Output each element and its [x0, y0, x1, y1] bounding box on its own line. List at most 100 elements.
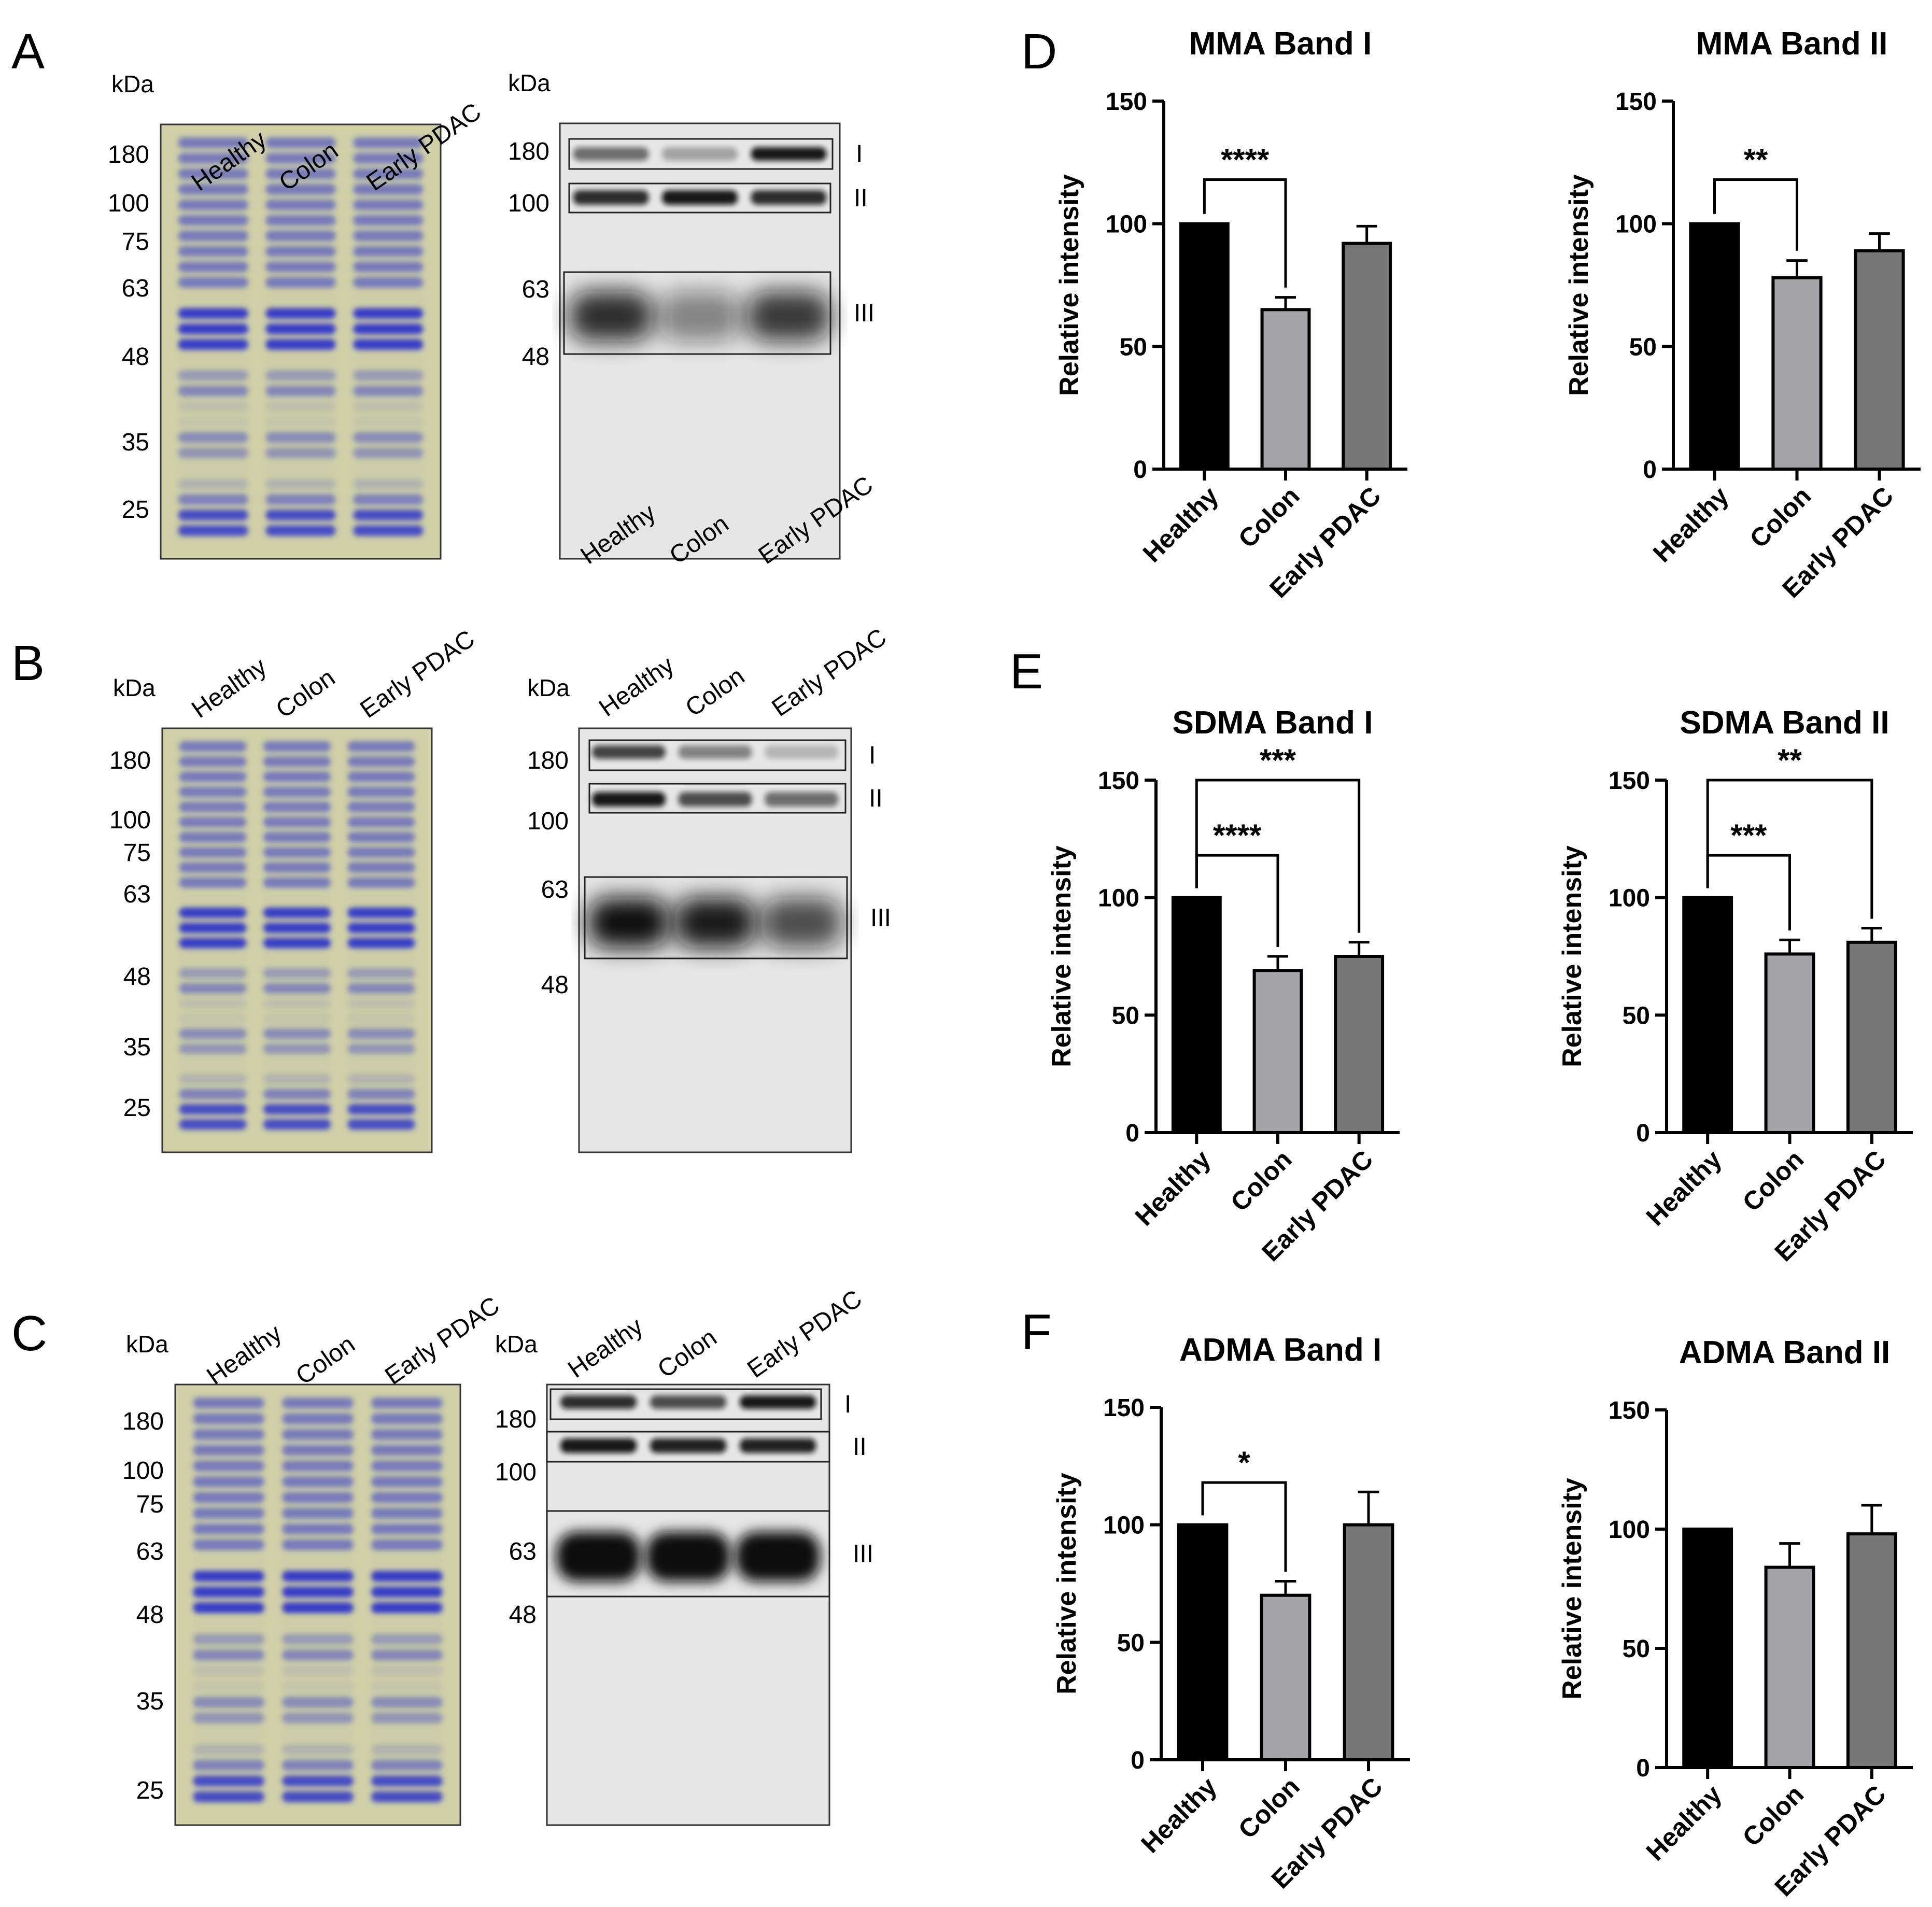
coomassie-band	[265, 323, 336, 335]
coomassie-marker-label: 35	[122, 429, 149, 456]
blot-band-i	[662, 147, 738, 161]
bar	[1854, 249, 1905, 471]
band-box	[584, 876, 848, 959]
coomassie-band	[178, 261, 248, 273]
kda-label: kDa	[508, 69, 551, 96]
blot-marker-label: 180	[495, 1406, 537, 1433]
blot-band-i	[765, 745, 839, 759]
significance-stars: ***	[1260, 743, 1296, 778]
y-axis-label: Relative intensity	[1047, 845, 1077, 1067]
y-tick-label: 150	[1615, 88, 1657, 116]
coomassie-band	[263, 847, 331, 858]
blot-band-ii	[573, 190, 649, 205]
coomassie-band	[179, 983, 247, 994]
significance-stars: ****	[1213, 818, 1262, 853]
coomassie-band	[193, 1586, 264, 1598]
y-tick-label: 100	[1615, 211, 1657, 238]
coomassie-marker-label: 100	[109, 807, 151, 834]
coomassie-band	[178, 494, 248, 505]
coomassie-band	[193, 1633, 264, 1645]
bar	[1764, 1565, 1815, 1770]
coomassie-band	[282, 1712, 354, 1724]
coomassie-band	[193, 1476, 264, 1488]
coomassie-band	[353, 323, 424, 335]
coomassie-band	[371, 1476, 443, 1488]
coomassie-band	[263, 771, 331, 782]
coomassie-band	[347, 847, 415, 858]
coomassie-band	[178, 525, 248, 536]
coomassie-band	[193, 1618, 264, 1629]
coomassie-band	[263, 938, 331, 949]
y-tick-label: 150	[1103, 1394, 1145, 1422]
coomassie-band	[178, 339, 248, 350]
coomassie-band	[178, 432, 248, 443]
coomassie-bands	[193, 1397, 443, 1802]
x-tick-label: Colon	[1233, 481, 1305, 554]
coomassie-band	[347, 1028, 415, 1039]
coomassie-band	[178, 401, 248, 412]
coomassie-band	[353, 355, 423, 365]
coomassie-band	[178, 277, 248, 288]
significance-stars: *	[1238, 1445, 1250, 1480]
blot-band-ii	[662, 190, 738, 205]
coomassie-band	[353, 246, 424, 257]
kda-label: kDa	[495, 1331, 538, 1358]
coomassie-band	[347, 786, 415, 797]
coomassie-band	[179, 847, 247, 858]
bar	[1342, 242, 1392, 471]
significance-bracket	[1195, 779, 1361, 933]
coomassie-band	[265, 447, 336, 459]
x-tick-label: Colon	[1233, 1772, 1305, 1844]
coomassie-marker-label: 35	[123, 1034, 151, 1061]
coomassie-band	[347, 801, 415, 813]
coomassie-marker-label: 180	[109, 747, 151, 774]
coomassie-band	[282, 1759, 354, 1771]
coomassie-band	[353, 401, 424, 412]
coomassie-band	[263, 816, 331, 828]
x-tick-label: Colon	[1225, 1145, 1298, 1217]
blot-marker-label: 180	[508, 138, 549, 165]
coomassie-band	[178, 199, 248, 210]
coomassie-band	[353, 292, 423, 303]
coomassie-band	[353, 339, 424, 350]
coomassie-band	[265, 308, 336, 319]
coomassie-band	[353, 432, 424, 443]
y-tick-label: 100	[1106, 211, 1147, 238]
coomassie-band	[282, 1744, 354, 1755]
coomassie-band	[282, 1476, 354, 1488]
coomassie-band	[353, 152, 424, 164]
x-tick-label: Colon	[1737, 1145, 1810, 1217]
coomassie-band	[263, 862, 331, 873]
coomassie-band	[353, 463, 423, 474]
lane-label: Healthy	[187, 653, 272, 724]
y-tick-label: 0	[1636, 1755, 1650, 1782]
coomassie-band	[371, 1507, 443, 1519]
band-roman-label: I	[844, 1391, 851, 1418]
coomassie-band	[263, 1104, 331, 1115]
coomassie-band	[347, 831, 415, 843]
panel-letter-d: D	[1021, 24, 1057, 79]
chart-title: SDMA Band II	[1680, 705, 1889, 741]
coomassie-band	[179, 907, 247, 919]
coomassie-marker-label: 63	[136, 1538, 164, 1565]
lane-label: Early PDAC	[380, 1292, 504, 1390]
bar-chart-sdma-band-i: SDMA Band I 0 50 100 150 Relative intensity He…	[1047, 705, 1400, 1267]
bar	[1260, 1593, 1311, 1762]
coomassie-marker-label: 25	[136, 1777, 164, 1804]
coomassie-band	[178, 447, 248, 459]
x-tick-label: Healthy	[1647, 481, 1734, 568]
coomassie-marker-label: 180	[122, 1408, 164, 1435]
band-roman-label: I	[856, 140, 863, 168]
coomassie-band	[282, 1492, 354, 1503]
coomassie-band	[179, 1043, 247, 1054]
bar	[1260, 308, 1311, 471]
coomassie-band	[178, 308, 248, 319]
bar	[1334, 955, 1385, 1134]
bar-chart-adma-band-i: ADMA Band I 0 50 100 150 Relative intensity He…	[1052, 1332, 1410, 1894]
significance-stars: ****	[1221, 142, 1270, 177]
coomassie-band	[282, 1397, 354, 1409]
bar-chart-adma-band-ii: ADMA Band II 0 50 100 150 Relative intensity H…	[1557, 1335, 1913, 1902]
coomassie-band	[371, 1539, 443, 1550]
